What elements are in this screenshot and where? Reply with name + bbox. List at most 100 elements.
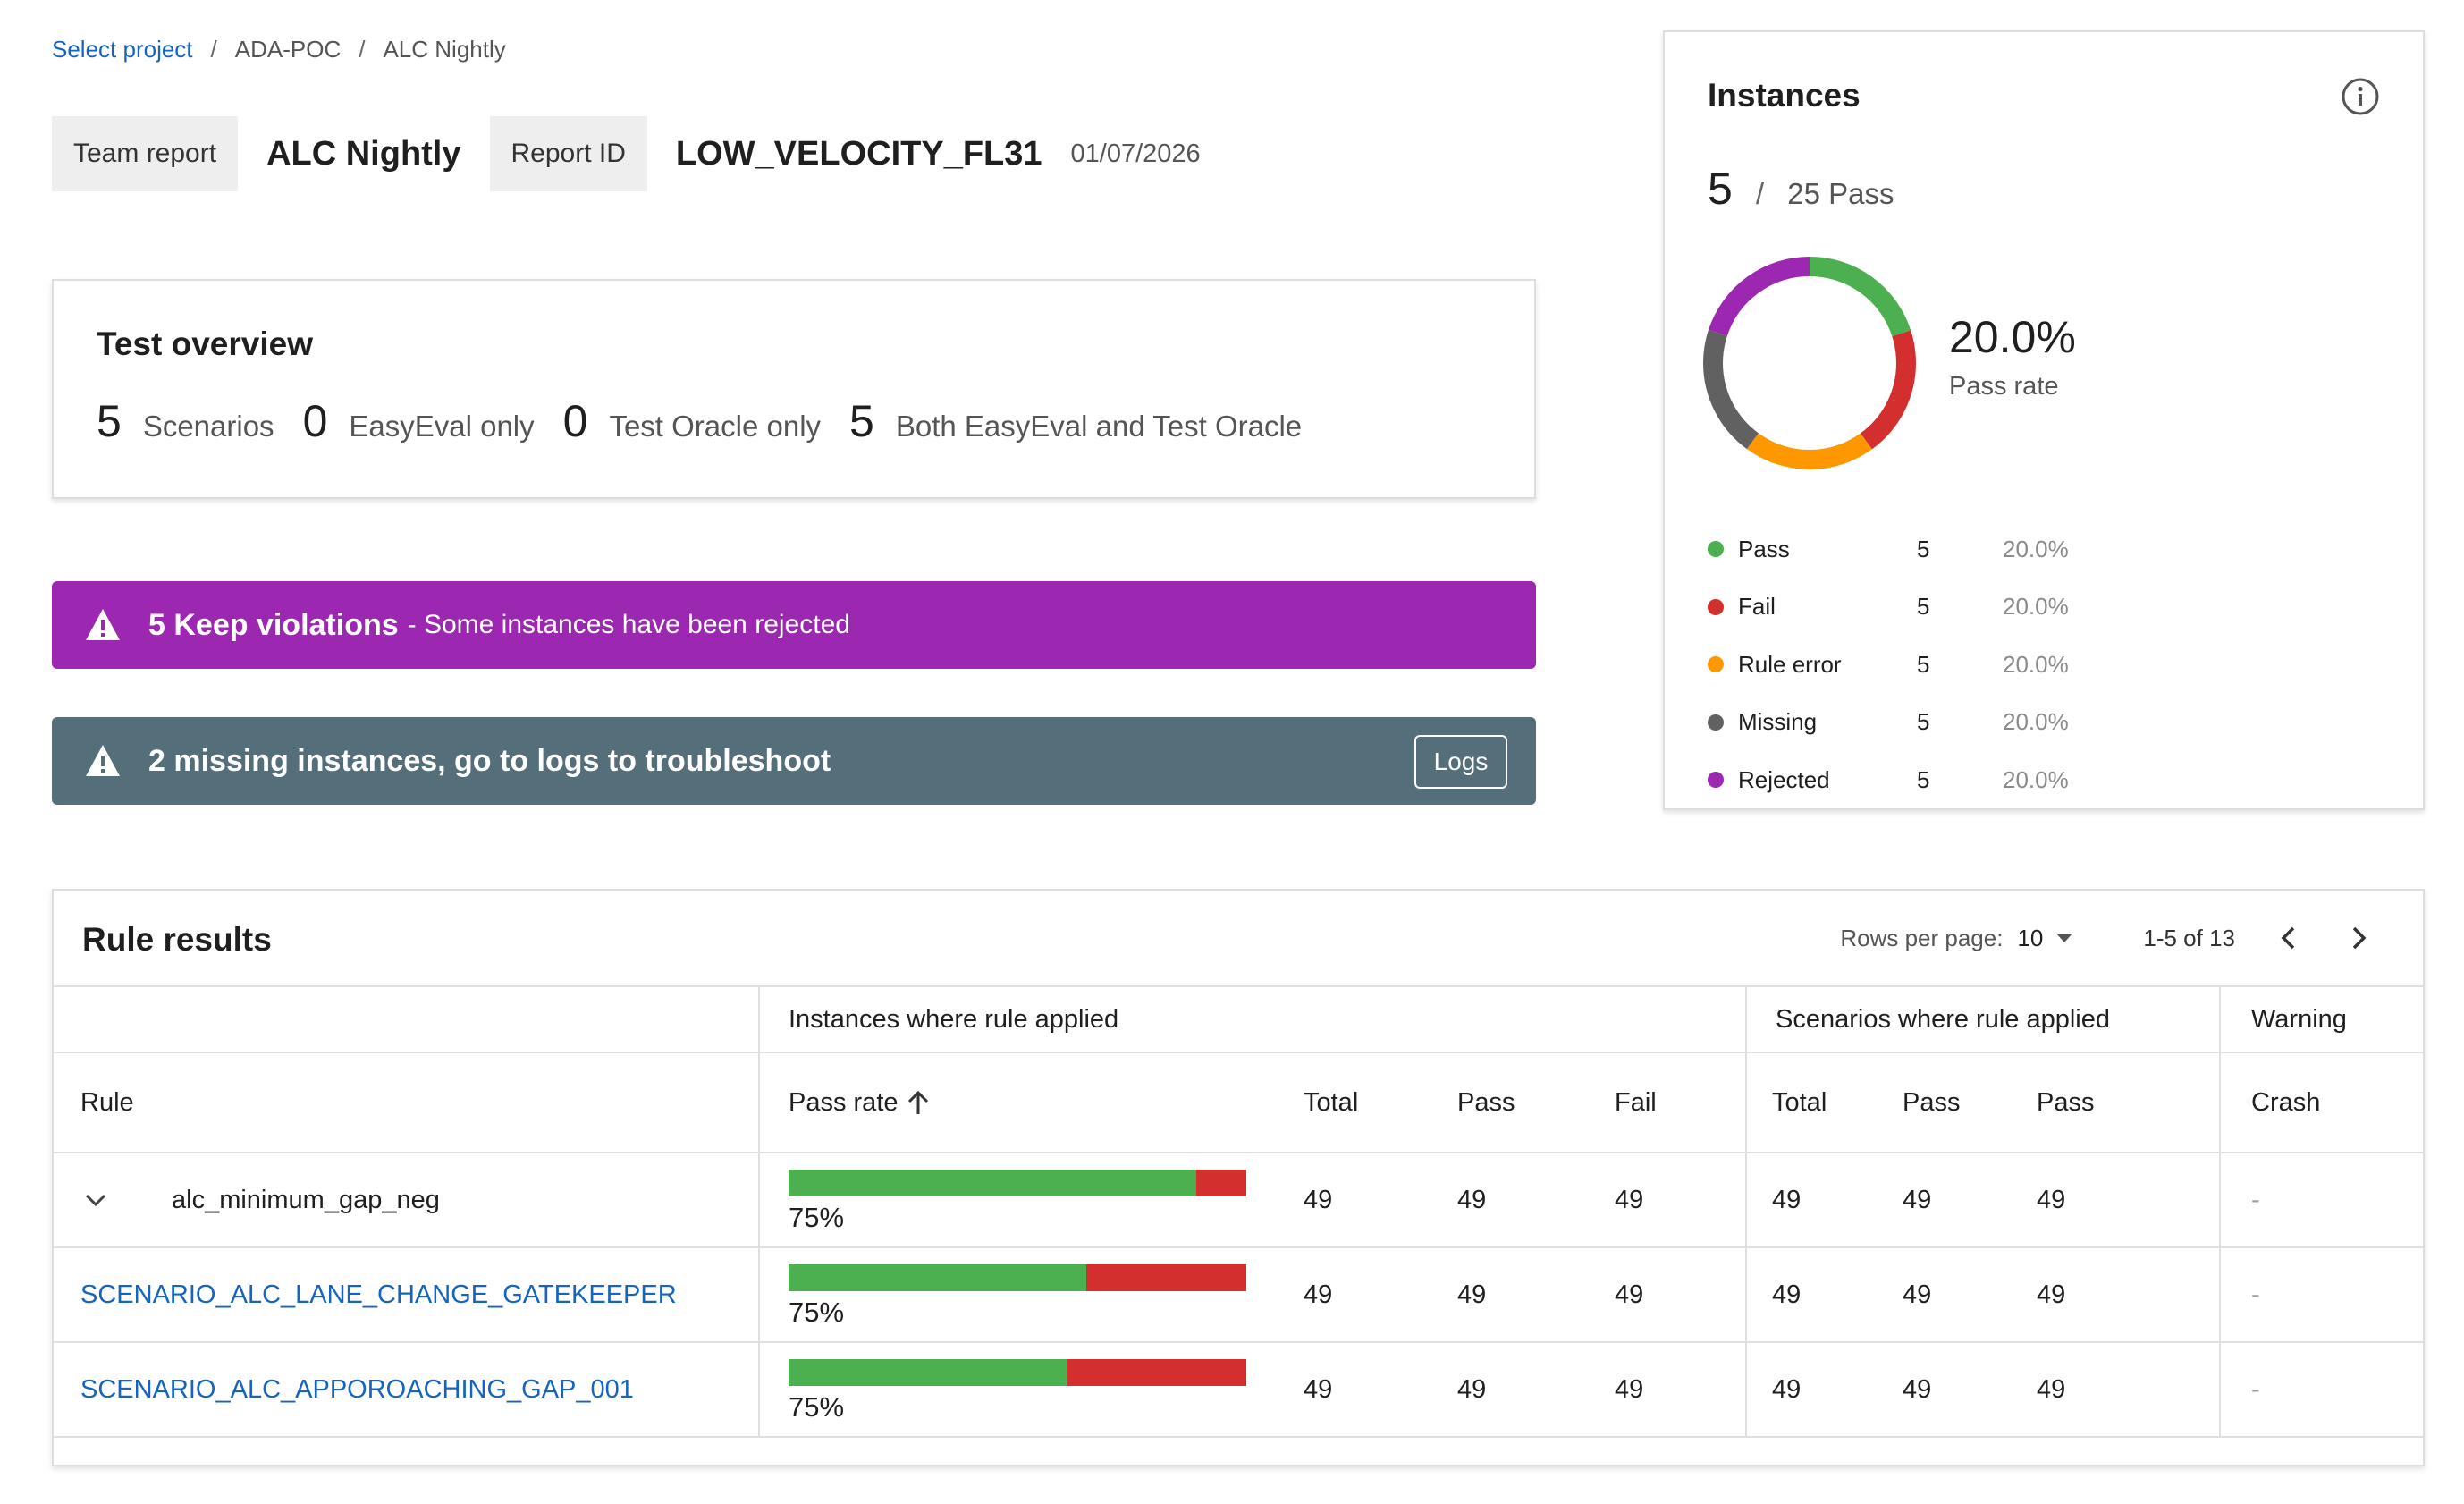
- stat-easyeval-label: EasyEval only: [349, 410, 535, 443]
- col-inst-pass[interactable]: Pass: [1457, 1087, 1515, 1117]
- pass-rate-percent: 75%: [789, 1391, 845, 1423]
- expand-row-toggle[interactable]: [84, 1153, 107, 1246]
- legend-item-rule-error: Rule error 5 20.0%: [1708, 636, 2101, 694]
- rule-results-title: Rule results: [82, 921, 272, 958]
- legend-count: 5: [1917, 650, 1930, 678]
- scen-pass-2: 49: [2037, 1374, 2066, 1404]
- legend-item-rejected: Rejected 5 20.0%: [1708, 751, 2101, 809]
- crash-value: -: [2251, 1185, 2260, 1214]
- fail-bar-segment: [1195, 1170, 1246, 1196]
- overview-stats: 5 Scenarios 0 EasyEval only 0 Test Oracl…: [97, 395, 1491, 447]
- legend-dot-rejected: [1708, 772, 1724, 789]
- test-overview-title: Test overview: [97, 325, 313, 362]
- breadcrumb: Select project / ADA-POC / ALC Nightly: [52, 36, 506, 63]
- breadcrumb-current: ALC Nightly: [383, 36, 506, 63]
- pass-rate-bar: [789, 1359, 1246, 1386]
- stat-both-label: Both EasyEval and Test Oracle: [895, 410, 1303, 443]
- pass-rate-bar: [789, 1170, 1246, 1196]
- legend-percent: 20.0%: [2003, 593, 2069, 621]
- col-pass-rate-label: Pass rate: [789, 1087, 899, 1117]
- instances-total: 25 Pass: [1787, 177, 1894, 210]
- inst-fail: 49: [1615, 1185, 1644, 1214]
- col-scen-pass-2[interactable]: Pass: [2037, 1087, 2095, 1117]
- rule-link[interactable]: SCENARIO_ALC_LANE_CHANGE_GATEKEEPER: [80, 1280, 677, 1309]
- instances-slash: /: [1755, 177, 1765, 211]
- donut-segment-fail: [1703, 257, 1916, 469]
- col-pass-rate[interactable]: Pass rate: [789, 1053, 931, 1152]
- col-inst-fail[interactable]: Fail: [1615, 1087, 1657, 1117]
- inst-fail: 49: [1615, 1374, 1644, 1404]
- breadcrumb-separator: /: [359, 36, 366, 63]
- group-instances: Instances where rule applied: [789, 1004, 1119, 1034]
- keep-violations-message: - Some instances have been rejected: [407, 610, 850, 639]
- instances-donut-chart: [1703, 257, 1916, 469]
- legend-count: 5: [1917, 535, 1930, 562]
- chevron-down-icon[interactable]: [84, 1193, 107, 1207]
- legend-percent: 20.0%: [2003, 765, 2069, 793]
- instances-card: Instances 5 / 25 Pass 20.0% Pass rate Pa…: [1663, 30, 2425, 810]
- rule-results-table: Instances where rule applied Scenarios w…: [54, 987, 2423, 1438]
- inst-total: 49: [1304, 1280, 1333, 1309]
- scen-pass-2: 49: [2037, 1280, 2066, 1309]
- group-scenarios: Scenarios where rule applied: [1776, 1004, 2110, 1034]
- chevron-right-icon[interactable]: [2341, 920, 2376, 956]
- legend-percent: 20.0%: [2003, 535, 2069, 562]
- pass-rate-percent: 75%: [789, 1297, 845, 1328]
- legend-item-missing: Missing 5 20.0%: [1708, 694, 2101, 752]
- col-crash[interactable]: Crash: [2251, 1087, 2321, 1117]
- donut-segment-missing: [1703, 257, 1916, 469]
- missing-instances-message: 2 missing instances, go to logs to troub…: [148, 743, 831, 778]
- legend-dot-fail: [1708, 598, 1724, 615]
- scen-pass: 49: [1903, 1374, 1932, 1404]
- inst-pass: 49: [1457, 1374, 1487, 1404]
- legend-item-pass: Pass 5 20.0%: [1708, 520, 2101, 579]
- warning-icon: [86, 745, 120, 776]
- warning-icon: [86, 609, 120, 640]
- logs-button[interactable]: Logs: [1414, 735, 1507, 789]
- pass-rate-label: Pass rate: [1949, 372, 2059, 401]
- inst-pass: 49: [1457, 1280, 1487, 1309]
- col-rule: Rule: [80, 1087, 134, 1117]
- rule-results-card: Rule results Rows per page: 10 1-5 of 13…: [52, 889, 2425, 1466]
- team-name: ALC Nightly: [266, 134, 461, 173]
- chevron-left-icon[interactable]: [2271, 920, 2307, 956]
- breadcrumb-separator: /: [210, 36, 217, 63]
- breadcrumb-project[interactable]: ADA-POC: [234, 36, 342, 63]
- col-scen-pass[interactable]: Pass: [1903, 1087, 1961, 1117]
- legend-label: Missing: [1738, 708, 1818, 736]
- legend-percent: 20.0%: [2003, 650, 2069, 678]
- legend-label: Pass: [1738, 535, 1790, 562]
- instances-count: 5 / 25 Pass: [1708, 163, 1894, 215]
- pagination: Rows per page: 10 1-5 of 13: [1840, 891, 2423, 985]
- legend-item-fail: Fail 5 20.0%: [1708, 579, 2101, 637]
- breadcrumb-select-project[interactable]: Select project: [52, 36, 193, 63]
- rule-results-header: Rule results Rows per page: 10 1-5 of 13: [54, 891, 2423, 987]
- table-group-header: Instances where rule applied Scenarios w…: [54, 987, 2423, 1053]
- inst-fail: 49: [1615, 1280, 1644, 1309]
- pass-bar-segment: [789, 1359, 1068, 1386]
- test-overview-card: Test overview 5 Scenarios 0 EasyEval onl…: [52, 279, 1536, 499]
- legend-label: Rejected: [1738, 765, 1830, 793]
- col-inst-total[interactable]: Total: [1304, 1087, 1359, 1117]
- rule-link[interactable]: SCENARIO_ALC_APPOROACHING_GAP_001: [80, 1374, 634, 1404]
- table-row: SCENARIO_ALC_APPOROACHING_GAP_001 75% 49…: [54, 1343, 2423, 1438]
- legend-count: 5: [1917, 708, 1930, 736]
- fail-bar-segment: [1085, 1264, 1246, 1291]
- scen-total: 49: [1772, 1280, 1802, 1309]
- keep-violations-banner: 5 Keep violations - Some instances have …: [52, 581, 1536, 669]
- keep-violations-count: 5 Keep violations: [148, 607, 399, 642]
- col-scen-total[interactable]: Total: [1772, 1087, 1827, 1117]
- donut-segment-rejected: [1703, 257, 1916, 469]
- pass-rate-value: 20.0%: [1949, 312, 2076, 362]
- rows-per-page-select[interactable]: 10: [2017, 924, 2044, 951]
- crash-value: -: [2251, 1280, 2260, 1309]
- legend-label: Fail: [1738, 593, 1776, 621]
- legend-dot-pass: [1708, 541, 1724, 558]
- instances-legend: Pass 5 20.0% Fail 5 20.0% Rule error 5 2…: [1708, 520, 2101, 809]
- info-icon[interactable]: [2341, 77, 2380, 116]
- missing-instances-banner: 2 missing instances, go to logs to troub…: [52, 717, 1536, 805]
- sort-arrow-up-icon[interactable]: [906, 1089, 931, 1116]
- scen-total: 49: [1772, 1185, 1802, 1214]
- stat-oracle-value: 0: [562, 396, 588, 446]
- caret-down-icon[interactable]: [2055, 933, 2073, 943]
